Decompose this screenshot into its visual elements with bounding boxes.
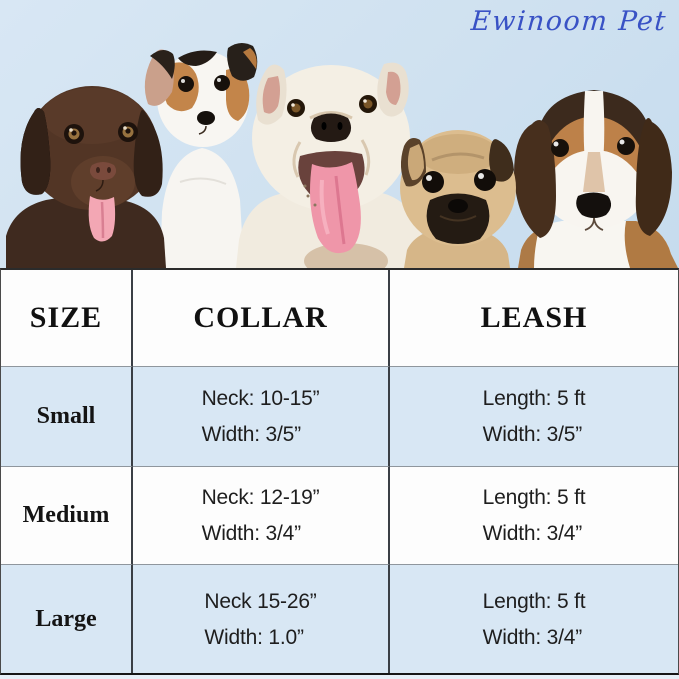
column-header-size: SIZE bbox=[29, 301, 103, 334]
leash-width-value: Width: 3/5” bbox=[482, 423, 583, 446]
size-label-medium: Medium bbox=[22, 502, 110, 528]
header-cell-collar: COLLAR bbox=[133, 270, 390, 367]
collar-width-value: Width: 3/5” bbox=[201, 423, 302, 446]
leash-spec-medium: Length: 5 ft Width: 3/4” bbox=[483, 487, 586, 544]
row-small-leash-cell: Length: 5 ft Width: 3/5” bbox=[390, 367, 678, 467]
pug-puppy bbox=[400, 130, 516, 268]
leash-length-value: Length: 5 ft bbox=[482, 486, 586, 509]
column-header-collar: COLLAR bbox=[193, 301, 328, 334]
english-bulldog-puppy bbox=[236, 62, 426, 268]
bottom-margin-strip bbox=[0, 675, 679, 679]
collar-width-value: Width: 3/4” bbox=[201, 522, 302, 545]
beagle-puppy bbox=[514, 90, 678, 268]
row-large-collar-cell: Neck 15-26” Width: 1.0” bbox=[133, 565, 390, 673]
collar-neck-value: Neck 15-26” bbox=[204, 589, 317, 613]
header-cell-leash: LEASH bbox=[390, 270, 678, 367]
puppies-photo-illustration bbox=[6, 42, 678, 268]
leash-width-value: Width: 3/4” bbox=[482, 522, 583, 545]
leash-width-value: Width: 3/4” bbox=[482, 625, 583, 649]
leash-spec-large: Length: 5 ft Width: 3/4” bbox=[483, 591, 586, 648]
leash-length-value: Length: 5 ft bbox=[482, 589, 586, 613]
header-cell-size: SIZE bbox=[1, 270, 133, 367]
leash-length-value: Length: 5 ft bbox=[482, 387, 586, 410]
collar-spec-small: Neck: 10-15” Width: 3/5” bbox=[202, 388, 320, 445]
row-large-leash-cell: Length: 5 ft Width: 3/4” bbox=[390, 565, 678, 673]
row-small-size-cell: Small bbox=[1, 367, 133, 467]
row-medium-leash-cell: Length: 5 ft Width: 3/4” bbox=[390, 467, 678, 565]
row-medium-size-cell: Medium bbox=[1, 467, 133, 565]
jack-russell-terrier-puppy bbox=[144, 42, 258, 268]
collar-spec-medium: Neck: 12-19” Width: 3/4” bbox=[202, 487, 320, 544]
chocolate-labrador-puppy bbox=[6, 86, 166, 268]
hero-banner: Ewinoom Pet bbox=[0, 0, 679, 268]
brand-logo-text: Ewinoom Pet bbox=[470, 6, 669, 37]
size-chart-table: SIZE COLLAR LEASH Small Neck: 10-15” Wid… bbox=[0, 268, 679, 675]
size-label-large: Large bbox=[35, 605, 97, 632]
collar-neck-value: Neck: 10-15” bbox=[201, 387, 320, 410]
leash-spec-small: Length: 5 ft Width: 3/5” bbox=[483, 388, 586, 445]
collar-width-value: Width: 1.0” bbox=[204, 625, 304, 649]
column-header-leash: LEASH bbox=[480, 301, 588, 334]
row-medium-collar-cell: Neck: 12-19” Width: 3/4” bbox=[133, 467, 390, 565]
size-label-small: Small bbox=[36, 403, 96, 429]
collar-spec-large: Neck 15-26” Width: 1.0” bbox=[204, 591, 316, 648]
row-large-size-cell: Large bbox=[1, 565, 133, 673]
collar-neck-value: Neck: 12-19” bbox=[201, 486, 320, 509]
row-small-collar-cell: Neck: 10-15” Width: 3/5” bbox=[133, 367, 390, 467]
